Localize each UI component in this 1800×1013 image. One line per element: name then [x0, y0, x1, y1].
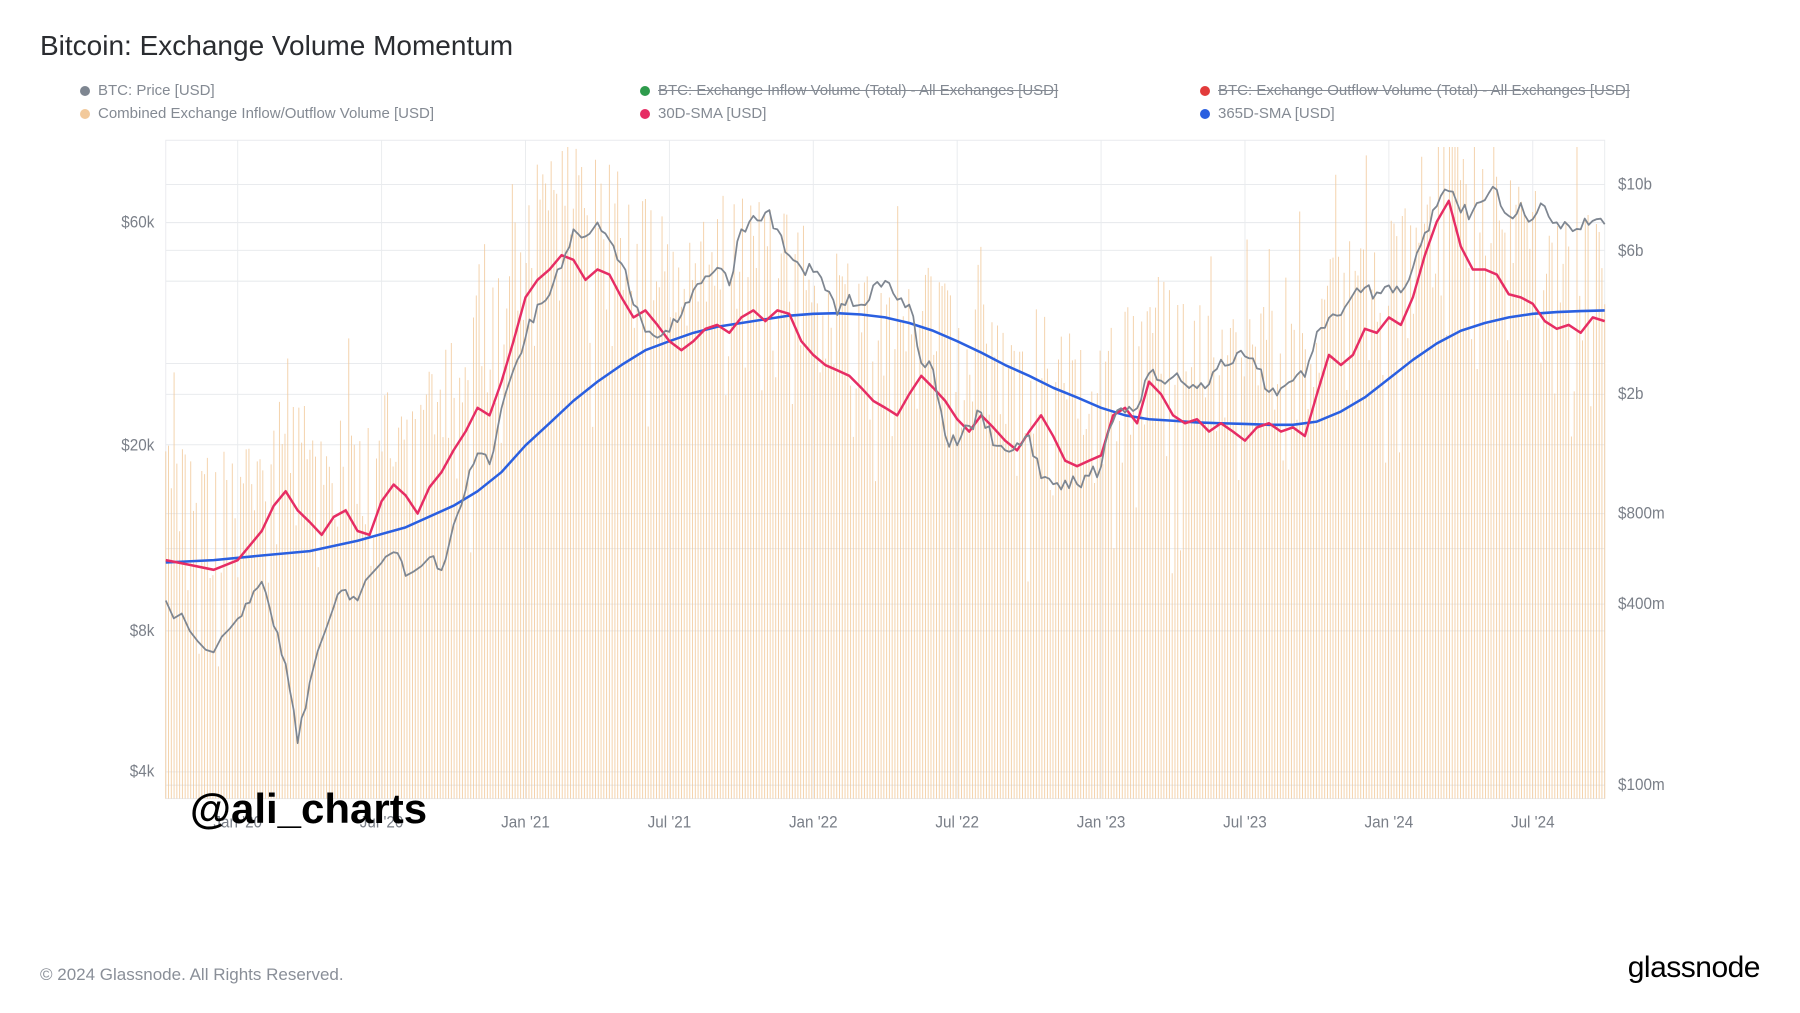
- y-left-label: $8k: [130, 623, 155, 641]
- x-label: Jan '23: [1077, 814, 1126, 832]
- legend-label: 365D-SMA [USD]: [1218, 105, 1335, 122]
- legend-label: BTC: Exchange Inflow Volume (Total) - Al…: [658, 82, 1058, 99]
- x-label: Jul '21: [648, 814, 692, 832]
- legend-dot-icon: [80, 86, 90, 96]
- y-right-label: $6b: [1618, 242, 1644, 260]
- x-label: Jul '22: [935, 814, 979, 832]
- legend-item[interactable]: BTC: Exchange Inflow Volume (Total) - Al…: [640, 82, 1200, 99]
- legend: BTC: Price [USD] BTC: Exchange Inflow Vol…: [80, 82, 1760, 122]
- y-right-label: $800m: [1618, 505, 1665, 523]
- watermark: @ali_charts: [190, 785, 427, 833]
- legend-item[interactable]: BTC: Exchange Outflow Volume (Total) - A…: [1200, 82, 1760, 99]
- legend-item[interactable]: Combined Exchange Inflow/Outflow Volume …: [80, 105, 640, 122]
- y-left-label: $20k: [121, 437, 154, 455]
- legend-dot-icon: [80, 109, 90, 119]
- legend-item[interactable]: 365D-SMA [USD]: [1200, 105, 1760, 122]
- legend-dot-icon: [640, 86, 650, 96]
- y-right-label: $400m: [1618, 596, 1665, 614]
- x-label: Jan '24: [1365, 814, 1414, 832]
- legend-item[interactable]: 30D-SMA [USD]: [640, 105, 1200, 122]
- x-label: Jan '21: [501, 814, 550, 832]
- brand-logo: glassnode: [1628, 951, 1760, 985]
- legend-label: BTC: Exchange Outflow Volume (Total) - A…: [1218, 82, 1630, 99]
- chart-area: $4k $8k $20k $60k $100m $400m $800m $2b $6b $10b J…: [80, 130, 1700, 850]
- legend-dot-icon: [640, 109, 650, 119]
- legend-item[interactable]: BTC: Price [USD]: [80, 82, 640, 99]
- y-right-label: $2b: [1618, 386, 1644, 404]
- y-right-label: $100m: [1618, 776, 1665, 794]
- y-left-label: $60k: [121, 214, 154, 232]
- x-label: Jul '24: [1511, 814, 1555, 832]
- x-label: Jan '22: [789, 814, 838, 832]
- x-label: Jul '23: [1223, 814, 1267, 832]
- legend-dot-icon: [1200, 86, 1210, 96]
- legend-label: Combined Exchange Inflow/Outflow Volume …: [98, 105, 434, 122]
- legend-label: BTC: Price [USD]: [98, 82, 215, 99]
- chart-title: Bitcoin: Exchange Volume Momentum: [40, 30, 1760, 62]
- copyright-text: © 2024 Glassnode. All Rights Reserved.: [40, 965, 344, 985]
- footer: © 2024 Glassnode. All Rights Reserved. g…: [40, 951, 1760, 985]
- legend-dot-icon: [1200, 109, 1210, 119]
- y-left-label: $4k: [130, 763, 155, 781]
- y-right-label: $10b: [1618, 176, 1652, 194]
- legend-label: 30D-SMA [USD]: [658, 105, 766, 122]
